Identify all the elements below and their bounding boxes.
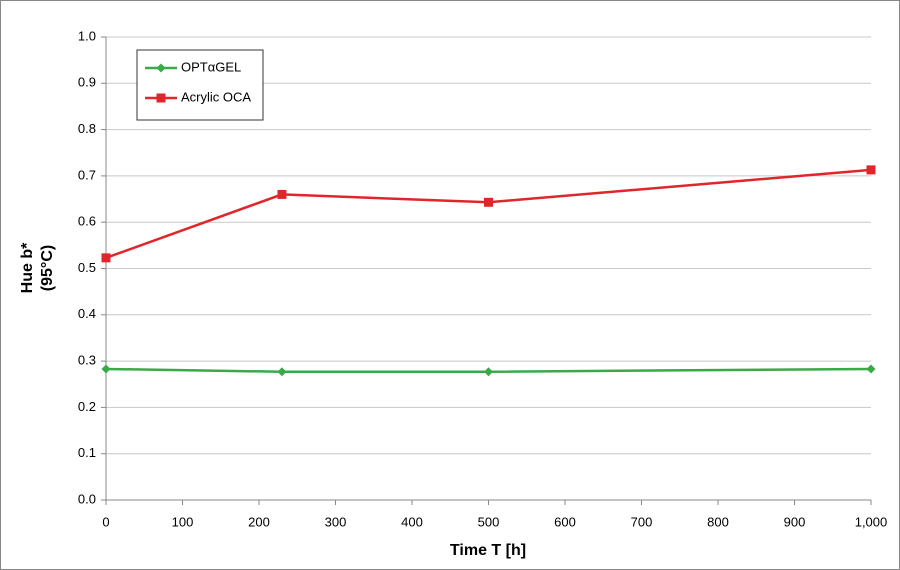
y-tick-label: 0.3 xyxy=(78,353,96,368)
y-tick-label: 0.7 xyxy=(78,167,96,182)
x-tick-label: 400 xyxy=(401,514,423,529)
legend-marker xyxy=(156,93,166,103)
series-line xyxy=(105,367,872,373)
marker xyxy=(866,364,876,374)
x-tick-label: 200 xyxy=(248,514,270,529)
x-tick-label: 1,000 xyxy=(855,514,888,529)
legend-label: Acrylic OCA xyxy=(181,89,251,104)
marker xyxy=(277,189,287,199)
legend-marker xyxy=(156,63,166,73)
marker xyxy=(277,367,287,377)
y-axis-title-line: Hue b* xyxy=(19,242,36,293)
y-tick-label: 0.9 xyxy=(78,75,96,90)
x-tick-label: 0 xyxy=(102,514,109,529)
y-tick-label: 0.1 xyxy=(78,445,96,460)
y-tick-label: 0.8 xyxy=(78,121,96,136)
y-tick-label: 0.2 xyxy=(78,399,96,414)
legend-box xyxy=(136,49,264,121)
x-tick-label: 500 xyxy=(478,514,500,529)
y-tick-label: 0.6 xyxy=(78,214,96,229)
y-tick-label: 0.0 xyxy=(78,491,96,506)
marker xyxy=(484,367,493,377)
y-axis-title: Hue b* (95°C) xyxy=(19,242,56,293)
y-tick-label: 0.4 xyxy=(78,306,96,321)
legend-label: OPTαGEL xyxy=(181,59,241,74)
x-tick-label: 600 xyxy=(554,514,576,529)
y-tick-label: 1.0 xyxy=(78,28,96,43)
marker xyxy=(101,364,111,374)
x-tick-label: 300 xyxy=(325,514,347,529)
x-tick-label: 100 xyxy=(172,514,194,529)
x-tick-label: 700 xyxy=(631,514,653,529)
x-axis-title: Time T [h] xyxy=(450,542,526,559)
x-tick-label: 800 xyxy=(707,514,729,529)
series-line xyxy=(105,168,872,260)
y-tick-label: 0.5 xyxy=(78,260,96,275)
marker xyxy=(101,253,111,263)
marker xyxy=(866,165,876,175)
marker xyxy=(484,197,493,207)
x-tick-label: 900 xyxy=(784,514,806,529)
legend: OPTαGEL Acrylic OCA xyxy=(136,49,264,121)
y-axis-title-line: (95°C) xyxy=(39,245,56,291)
